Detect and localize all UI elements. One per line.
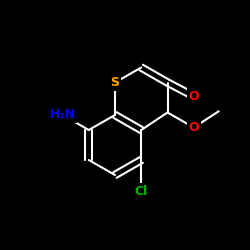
Text: H₂N: H₂N [50, 108, 76, 122]
Text: Cl: Cl [134, 185, 148, 198]
Text: S: S [110, 76, 120, 89]
Text: O: O [188, 121, 199, 134]
Text: O: O [188, 90, 199, 103]
